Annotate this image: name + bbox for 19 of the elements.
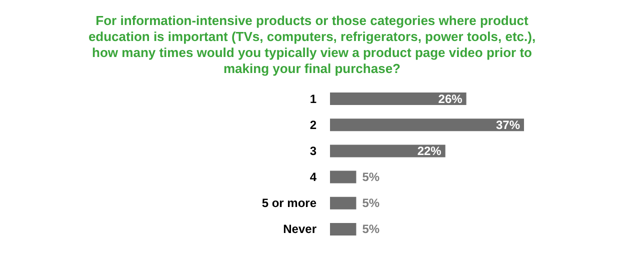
chart-title: For information-intensive products or those categories where product education is important (TVs, computers, refrigerators, power tools, etc.), how many times would you typically view a product page video prior to making your final purchase? xyxy=(88,13,536,76)
bar xyxy=(330,196,356,210)
bar xyxy=(330,170,356,184)
bar xyxy=(330,144,446,158)
bar xyxy=(330,92,466,106)
y-tick-label: 1 xyxy=(310,92,317,106)
data-label: 22% xyxy=(417,144,442,158)
y-tick-label: 2 xyxy=(310,118,317,132)
y-tick-label: 4 xyxy=(310,170,317,184)
y-tick-label: Never xyxy=(283,222,317,236)
y-tick-label: 3 xyxy=(310,144,317,158)
data-label: 26% xyxy=(438,92,463,106)
bar xyxy=(330,118,524,132)
data-label: 5% xyxy=(362,196,380,210)
data-label: 5% xyxy=(362,222,380,236)
data-label: 5% xyxy=(362,170,380,184)
data-label: 37% xyxy=(496,118,520,132)
y-tick-label: 5 or more xyxy=(262,196,317,210)
bar xyxy=(330,222,356,236)
